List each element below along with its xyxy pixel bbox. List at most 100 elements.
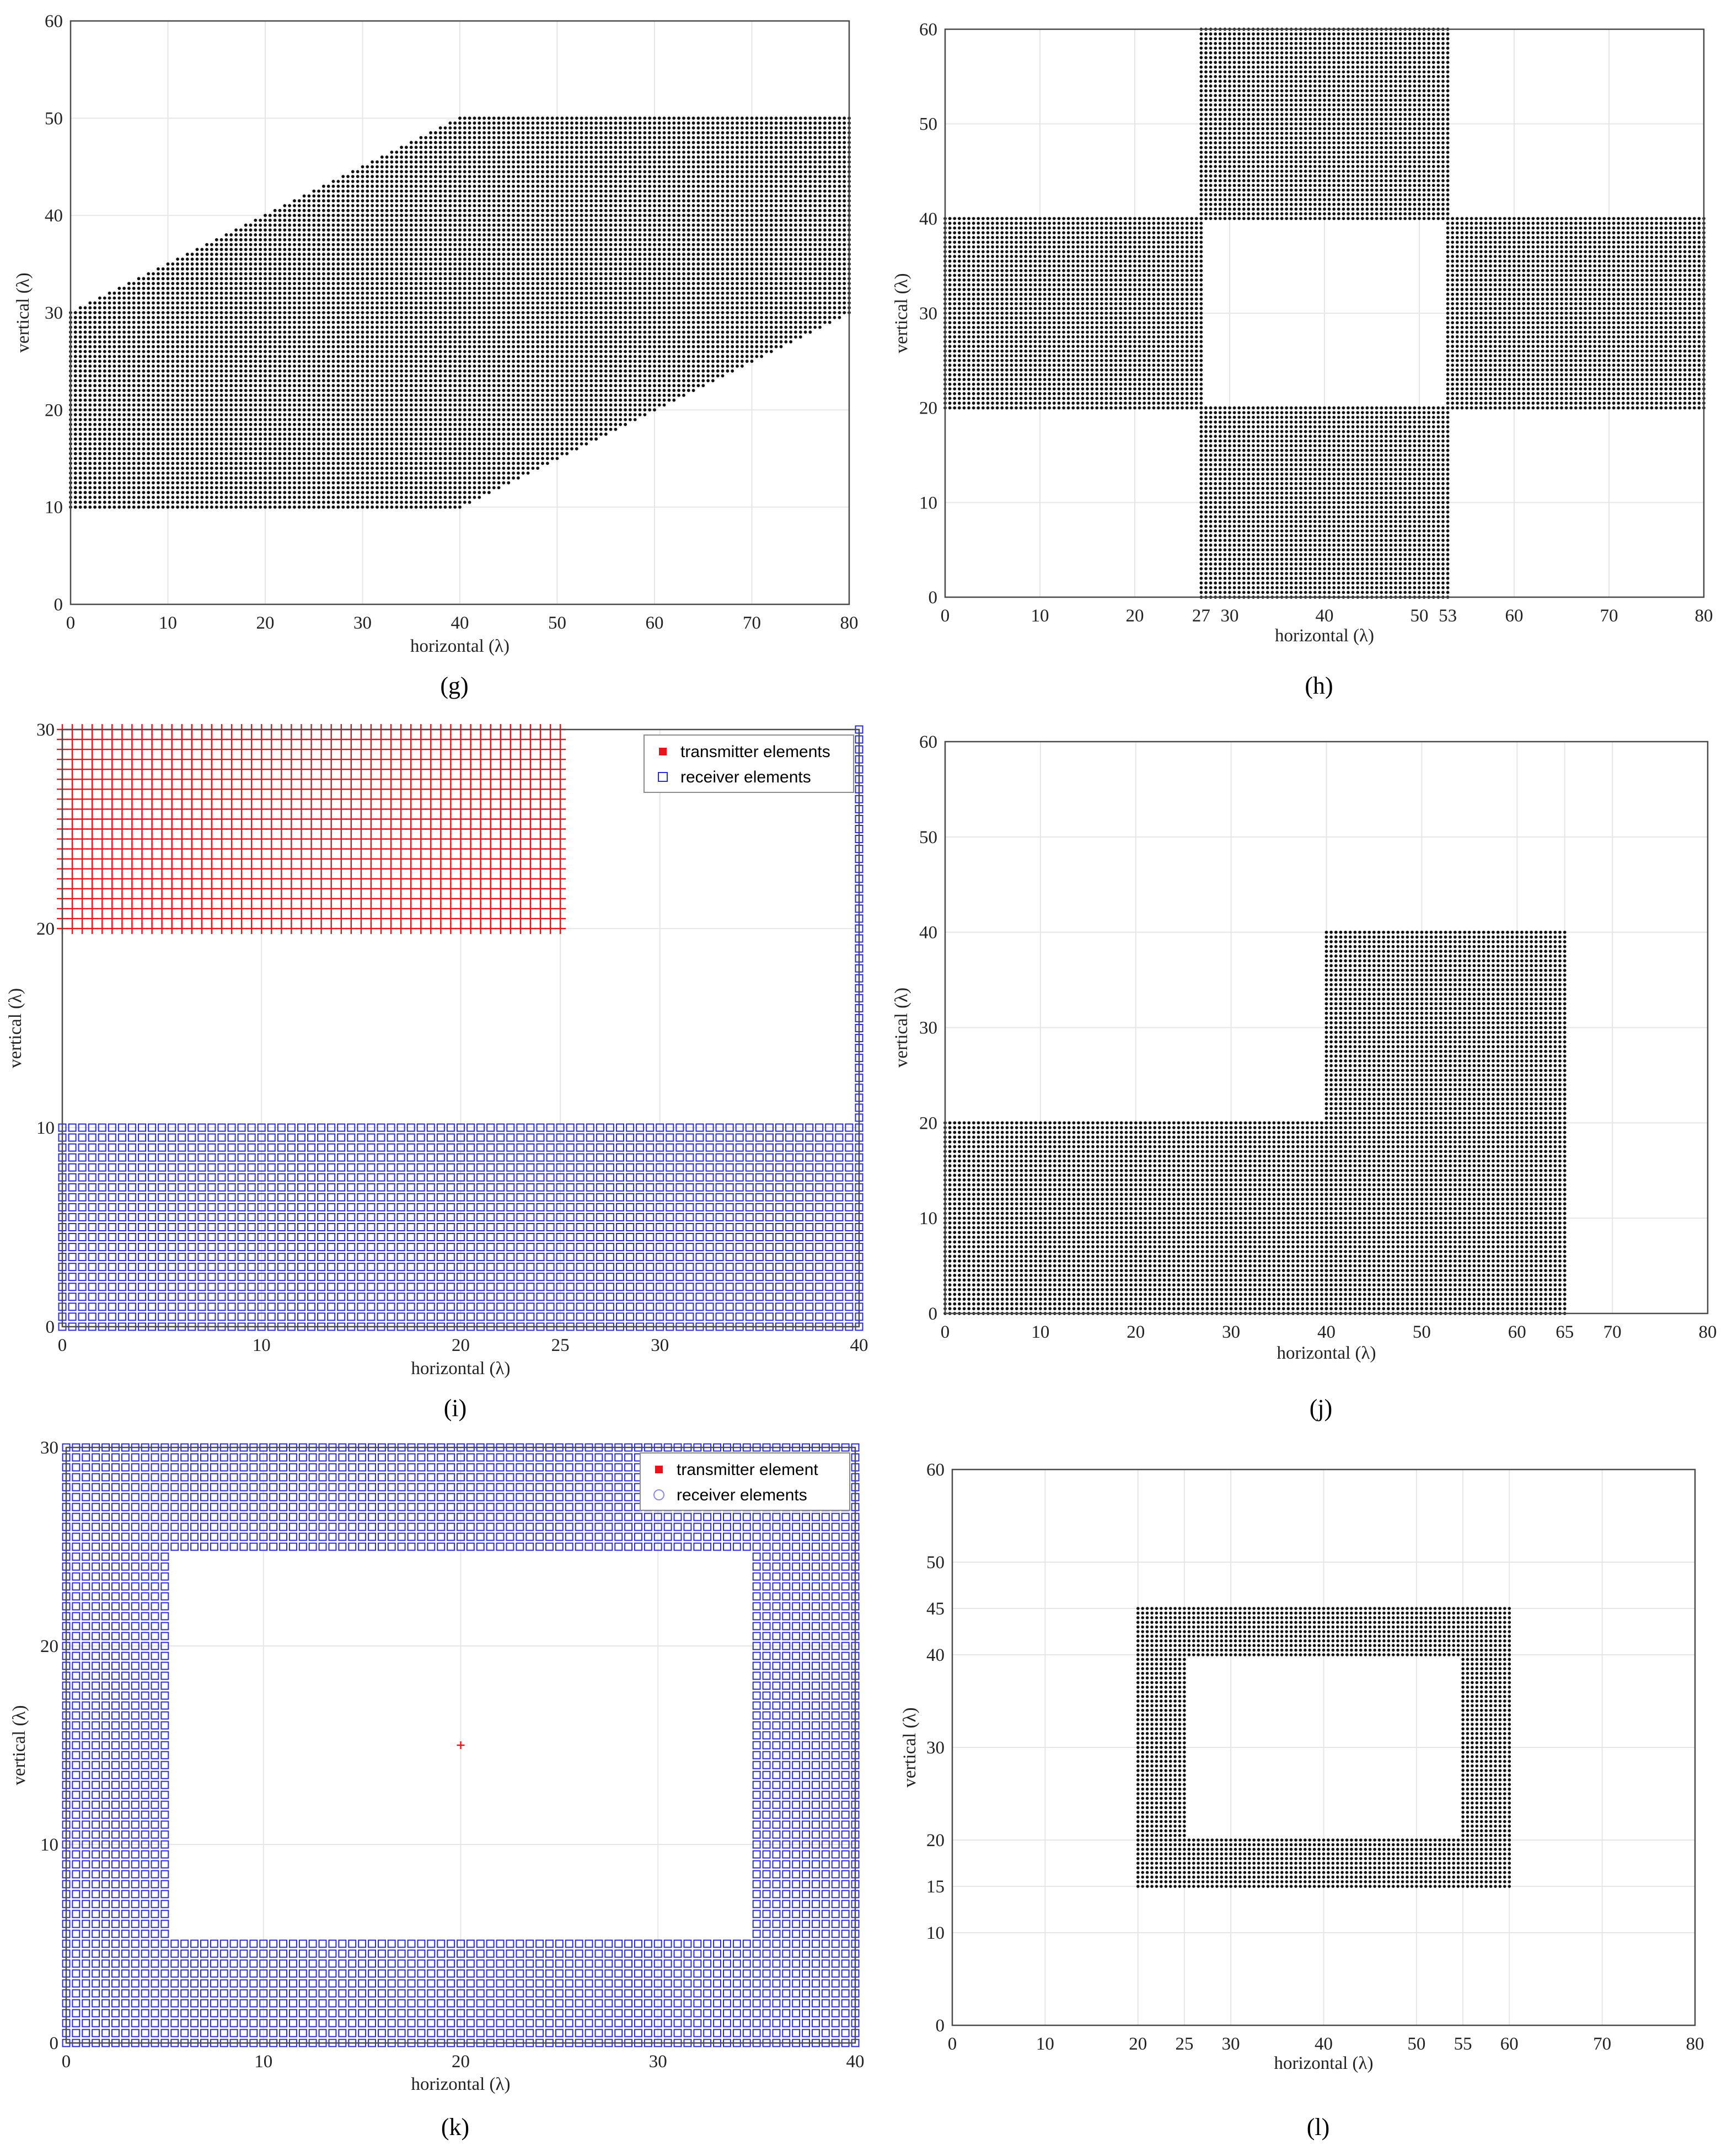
data-point	[424, 321, 427, 324]
data-point	[312, 292, 315, 295]
data-point	[303, 486, 306, 489]
data-point	[424, 506, 427, 509]
data-point	[332, 462, 335, 465]
data-point	[162, 428, 165, 431]
data-point	[346, 238, 350, 242]
data-point	[410, 175, 413, 178]
data-point	[181, 262, 184, 266]
data-point	[327, 248, 330, 251]
data-point	[400, 350, 403, 353]
data-point	[259, 369, 262, 373]
data-point	[429, 432, 432, 436]
data-point	[229, 399, 233, 402]
data-point	[366, 248, 369, 251]
data-point	[312, 190, 315, 193]
data-point	[167, 272, 170, 276]
data-point	[439, 306, 442, 309]
data-point	[346, 335, 350, 339]
data-point	[298, 462, 301, 465]
data-point	[132, 379, 136, 382]
data-point	[142, 442, 145, 446]
data-point	[366, 185, 369, 188]
data-point	[458, 292, 462, 295]
data-point	[273, 447, 277, 450]
data-point	[346, 389, 350, 392]
data-point	[273, 364, 277, 368]
data-point	[108, 496, 111, 499]
data-point	[259, 340, 262, 344]
data-point	[415, 471, 418, 475]
data-point	[191, 476, 194, 480]
data-point	[341, 447, 345, 450]
data-point	[361, 486, 364, 489]
data-point	[117, 466, 121, 470]
data-point	[171, 496, 174, 499]
data-point	[152, 413, 155, 416]
data-point	[336, 447, 340, 450]
data-point	[244, 491, 248, 494]
data-point	[341, 418, 345, 421]
data-point	[322, 345, 325, 348]
data-point	[108, 306, 111, 309]
data-point	[88, 306, 92, 309]
data-point	[79, 369, 82, 373]
data-point	[191, 272, 194, 276]
data-point	[434, 301, 437, 304]
data-point	[434, 481, 437, 485]
data-point	[332, 277, 335, 280]
data-point	[244, 301, 248, 304]
data-point	[210, 316, 213, 319]
data-point	[215, 321, 218, 324]
data-point	[303, 428, 306, 431]
data-point	[254, 228, 257, 232]
data-point	[152, 394, 155, 397]
data-point	[434, 233, 437, 237]
data-point	[93, 428, 96, 431]
data-point	[171, 476, 174, 480]
data-point	[298, 204, 301, 207]
data-point	[288, 408, 291, 411]
data-point	[458, 233, 462, 237]
data-point	[385, 219, 389, 222]
data-point	[259, 301, 262, 304]
data-point	[390, 408, 393, 411]
data-point	[200, 418, 203, 421]
data-point	[327, 297, 330, 300]
data-point	[303, 506, 306, 509]
data-point	[84, 506, 87, 509]
data-point	[288, 496, 291, 499]
data-point	[167, 316, 170, 319]
data-point	[215, 335, 218, 339]
data-point	[269, 335, 272, 339]
data-point	[371, 360, 374, 363]
data-point	[448, 248, 452, 251]
data-point	[332, 209, 335, 212]
data-point	[200, 297, 203, 300]
data-point	[448, 301, 452, 304]
data-point	[366, 350, 369, 353]
data-point	[371, 282, 374, 285]
data-point	[400, 428, 403, 431]
data-point	[434, 258, 437, 261]
data-point	[186, 301, 189, 304]
data-point	[327, 442, 330, 446]
data-point	[224, 471, 228, 475]
data-point	[269, 282, 272, 285]
data-point	[200, 452, 203, 455]
data-point	[220, 360, 223, 363]
data-point	[278, 462, 282, 465]
data-point	[171, 292, 174, 295]
data-point	[103, 316, 106, 319]
data-point	[322, 442, 325, 446]
data-point	[424, 481, 427, 485]
data-point	[191, 462, 194, 465]
data-point	[303, 369, 306, 373]
data-point	[327, 267, 330, 271]
data-point	[390, 175, 393, 178]
data-point	[395, 466, 398, 470]
data-point	[458, 399, 462, 402]
data-point	[434, 399, 437, 402]
data-point	[224, 379, 228, 382]
data-point	[371, 262, 374, 266]
data-point	[186, 253, 189, 256]
